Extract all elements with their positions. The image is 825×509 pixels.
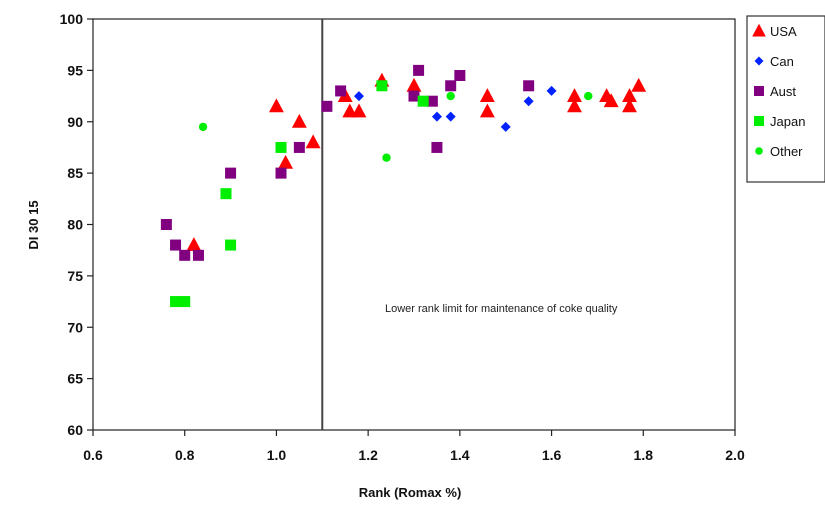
legend-item-aust: Aust (754, 84, 796, 99)
series-aust (160, 64, 535, 261)
data-point-aust (523, 80, 535, 92)
data-point-japan (275, 141, 287, 153)
y-tick-label: 70 (67, 319, 83, 335)
data-point-aust (426, 95, 438, 107)
legend-label: Other (770, 144, 803, 159)
data-point-usa (479, 103, 495, 118)
data-point-aust (160, 219, 172, 230)
y-axis-title: DI 30 15 (26, 200, 41, 249)
data-point-aust (408, 90, 420, 102)
x-tick-label: 1.6 (542, 447, 562, 463)
legend-label: Aust (770, 84, 796, 99)
legend-item-japan: Japan (754, 114, 805, 129)
data-point-aust (413, 64, 425, 76)
y-tick-label: 80 (67, 217, 83, 233)
data-point-aust (445, 80, 457, 92)
data-point-aust (431, 141, 443, 153)
data-point-aust (454, 70, 466, 82)
legend: USA Can Aust Japan Other (746, 15, 825, 183)
legend-item-can: Can (754, 54, 794, 69)
data-point-usa (631, 77, 647, 92)
data-point-usa (278, 154, 294, 169)
data-point-usa (622, 98, 637, 113)
legend-item-other: Other (755, 144, 803, 159)
data-point-usa (305, 134, 321, 149)
data-point-japan (220, 188, 232, 200)
series-can (353, 85, 557, 132)
axes: 60 65 70 75 80 85 90 95 100 0.6 0.8 1.0 1.2 1.4 1.6 1.8… (60, 11, 745, 463)
data-point-aust (170, 239, 182, 251)
data-point-can (546, 85, 557, 96)
legend-label: Japan (770, 114, 805, 129)
x-tick-label: 1.4 (450, 447, 470, 463)
data-point-aust (335, 85, 347, 97)
x-tick-label: 0.6 (83, 447, 103, 463)
data-point-other (198, 122, 208, 132)
data-point-aust (179, 249, 191, 261)
legend-marker-can (754, 56, 764, 66)
data-point-usa (567, 88, 582, 103)
legend-marker-aust (754, 86, 764, 96)
data-point-aust (321, 100, 333, 112)
data-point-can (445, 111, 456, 122)
y-tick-label: 90 (67, 114, 83, 130)
data-point-aust (192, 249, 204, 261)
annotation: Lower rank limit for maintenance of coke… (385, 303, 618, 315)
x-tick-label: 2.0 (725, 447, 745, 463)
data-point-other (584, 91, 593, 101)
legend-label: Can (770, 54, 794, 69)
data-point-usa (567, 98, 582, 113)
data-point-usa (479, 88, 495, 103)
x-tick-label: 1.8 (634, 447, 654, 463)
data-point-can (523, 96, 534, 107)
data-point-japan (376, 80, 388, 92)
data-point-usa (268, 98, 284, 113)
legend-marker-japan (754, 116, 764, 126)
x-tick-label: 1.2 (358, 447, 378, 463)
legend-marker-usa (752, 23, 766, 37)
data-point-aust (275, 167, 287, 179)
data-points (160, 64, 647, 308)
x-tick-label: 0.8 (175, 447, 195, 463)
data-point-usa (291, 113, 307, 128)
data-point-japan (417, 95, 429, 107)
data-point-usa (406, 77, 422, 92)
data-point-usa (186, 237, 202, 251)
y-tick-label: 75 (67, 268, 83, 284)
y-tick-label: 65 (67, 371, 83, 387)
y-tick-label: 60 (67, 422, 83, 438)
legend-item-usa: USA (752, 23, 797, 39)
data-point-aust (293, 141, 305, 153)
data-point-can (353, 91, 364, 102)
y-tick-label: 95 (67, 62, 83, 78)
data-point-can (431, 111, 442, 122)
data-point-usa (603, 93, 619, 108)
y-tick-label: 85 (67, 165, 83, 181)
data-point-japan (225, 239, 237, 251)
data-point-japan (179, 296, 191, 308)
y-tick-label: 100 (60, 11, 84, 27)
data-point-usa (622, 88, 637, 103)
data-point-can (500, 121, 511, 132)
data-point-usa (351, 103, 367, 118)
data-point-aust (225, 167, 237, 179)
legend-marker-other (755, 147, 763, 155)
data-point-other (382, 153, 391, 162)
x-tick-label: 1.0 (267, 447, 287, 463)
x-axis-title: Rank (Romax %) (359, 485, 462, 500)
data-point-other (446, 91, 455, 101)
series-other (198, 91, 593, 162)
data-point-japan (170, 296, 182, 308)
series-japan (170, 80, 429, 308)
legend-label: USA (770, 24, 797, 39)
